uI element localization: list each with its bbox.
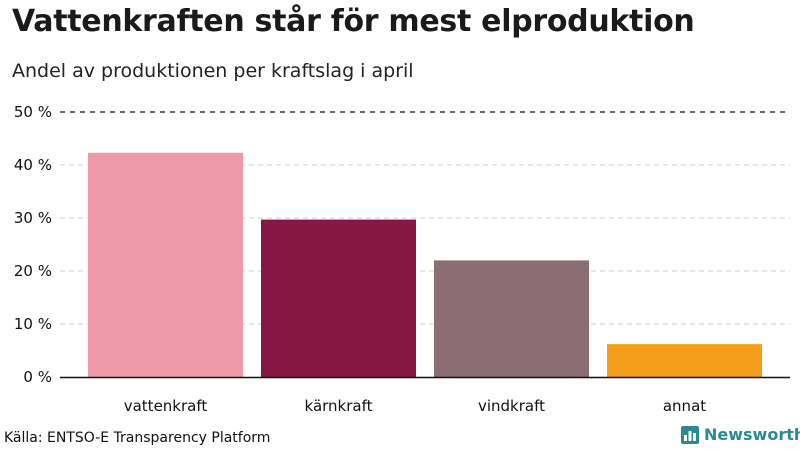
y-tick-label: 30 % bbox=[14, 209, 52, 227]
y-tick-label: 40 % bbox=[14, 156, 52, 174]
brand-name: Newsworthy bbox=[704, 425, 800, 444]
bar-chart-logo-icon bbox=[681, 425, 699, 444]
x-tick-labels: vattenkraft kärnkraft vindkraft annat bbox=[124, 397, 707, 415]
bars bbox=[88, 152, 762, 377]
y-tick-label: 50 % bbox=[14, 103, 52, 121]
y-tick-label: 10 % bbox=[14, 315, 52, 333]
source-note: Källa: ENTSO-E Transparency Platform bbox=[4, 430, 271, 446]
x-tick-label-vindkraft: vindkraft bbox=[478, 397, 545, 415]
y-tick-label: 20 % bbox=[14, 262, 52, 280]
bar-vattenkraft bbox=[88, 152, 243, 377]
x-tick-label-kärnkraft: kärnkraft bbox=[305, 397, 373, 415]
bar-annat bbox=[607, 344, 762, 377]
bar-vindkraft bbox=[434, 260, 589, 377]
chart-title: Vattenkraften står för mest elproduktion bbox=[12, 4, 695, 39]
chart-subtitle: Andel av produktionen per kraftslag i ap… bbox=[12, 60, 414, 82]
y-tick-labels: 0 % 10 % 20 % 30 % 40 % 50 % bbox=[14, 103, 52, 386]
y-tick-label: 0 % bbox=[23, 368, 52, 386]
x-tick-label-annat: annat bbox=[663, 397, 706, 415]
brand-logo: Newsworthy bbox=[681, 425, 800, 444]
x-tick-label-vattenkraft: vattenkraft bbox=[124, 397, 208, 415]
bar-kärnkraft bbox=[261, 219, 416, 377]
